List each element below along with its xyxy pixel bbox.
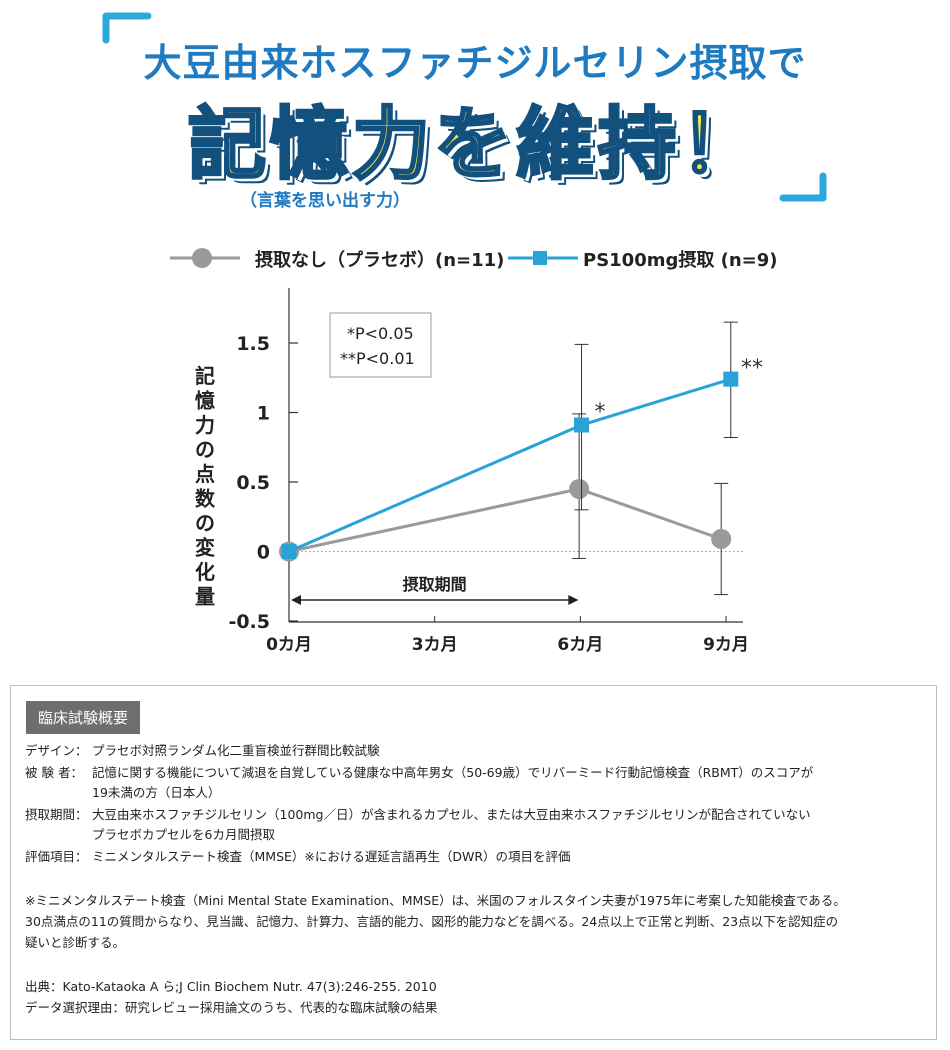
y-axis-label-char: 変 xyxy=(195,536,215,560)
y-axis-label-char: 記 xyxy=(195,364,215,388)
headline: 大豆由来ホスファチジルセリン摂取で xyxy=(143,41,807,85)
row-value: 記憶に関する機能について減退を自覚している健康な中高年男女（50-69歳）でリバ… xyxy=(92,765,814,780)
row-key: 被 験 者： xyxy=(25,765,83,780)
x-tick-label: 6カ月 xyxy=(557,635,603,655)
x-tick-label: 9カ月 xyxy=(703,635,749,655)
y-axis-label-char: 点 xyxy=(195,462,215,486)
mmse-note-line-1: ※ミニメンタルステート検査（Mini Mental State Examinat… xyxy=(25,893,846,908)
y-axis-label-char: 化 xyxy=(195,560,215,584)
top-left-bracket xyxy=(102,12,152,44)
data-point-placebo xyxy=(569,478,590,499)
x-tick-label: 3カ月 xyxy=(412,635,458,655)
subtitle: （言葉を思い出す力） xyxy=(240,191,410,211)
intake-period-arrow-left-head xyxy=(291,595,301,605)
data-point-placebo xyxy=(711,528,732,549)
y-axis-label-char: 力 xyxy=(195,413,215,437)
legend-label-placebo: 摂取なし（プラセボ）(n=11) xyxy=(255,250,505,271)
y-axis-label-char: の xyxy=(195,438,215,462)
y-tick-label: 0.5 xyxy=(236,472,270,494)
legend-label-ps: PS100mg摂取 (n=9) xyxy=(583,250,778,271)
data-point-ps xyxy=(281,544,297,559)
significance-box xyxy=(329,312,432,378)
row-value-cont: 19未満の方（日本人） xyxy=(92,785,221,800)
y-tick-label: -0.5 xyxy=(228,611,270,633)
row-value: プラセボ対照ランダム化二重盲検並行群間比較試験 xyxy=(92,743,380,758)
y-axis-label-char: 数 xyxy=(195,487,216,511)
significance-p01: **P<0.01 xyxy=(340,349,415,368)
legend-item-ps: PS100mg摂取 (n=9) xyxy=(508,244,778,276)
x-tick-label: 0カ月 xyxy=(266,635,312,655)
row-key: 摂取期間： xyxy=(25,807,88,822)
legend-item-placebo: 摂取なし（プラセボ）(n=11) xyxy=(170,244,504,276)
significance-star-9m: ** xyxy=(741,356,763,381)
row-value-cont: プラセボカプセルを6カ月間摂取 xyxy=(92,827,275,842)
legend-marker-ps xyxy=(508,251,578,265)
significance-star-6m: * xyxy=(595,400,606,425)
mmse-note-line-3: 疑いと診断する。 xyxy=(25,935,126,950)
y-axis-label-char: 量 xyxy=(195,585,215,609)
trial-summary-box: 臨床試験概要 デザイン： プラセボ対照ランダム化二重盲検並行群間比較試験 被 験… xyxy=(10,685,937,1040)
row-key: 評価項目： xyxy=(25,849,88,864)
y-axis-label-char: 憶 xyxy=(195,389,215,413)
significance-p05: *P<0.05 xyxy=(347,324,414,343)
series-line-0 xyxy=(288,487,722,553)
y-tick-label: 1 xyxy=(257,403,270,425)
data-selection-reason: データ選択理由：研究レビュー採用論文のうち、代表的な臨床試験の結果 xyxy=(25,1000,438,1015)
big-title: 記憶力を維持！ xyxy=(186,99,762,192)
series-line-1 xyxy=(288,377,732,553)
row-key: デザイン： xyxy=(25,743,88,758)
intake-period-arrow-right-head xyxy=(568,595,579,605)
intake-period-label: 摂取期間 xyxy=(403,575,467,594)
legend-marker-placebo xyxy=(170,248,240,268)
y-axis-label-char: の xyxy=(195,511,215,535)
mmse-note-line-2: 30点満点の11の質問からなり、見当識、記憶力、計算力、言語的能力、図形的能力な… xyxy=(25,914,839,929)
y-tick-label: 0 xyxy=(257,542,270,564)
row-value: ミニメンタルステート検査（MMSE）※における遅延言語再生（DWR）の項目を評価 xyxy=(92,849,571,864)
source-citation: 出典：Kato-Kataoka A ら;J Clin Biochem Nutr.… xyxy=(25,979,437,994)
bottom-right-bracket xyxy=(779,172,827,202)
y-tick-label: 1.5 xyxy=(236,333,270,355)
row-value: 大豆由来ホスファチジルセリン（100mg／日）が含まれるカプセル、または大豆由来… xyxy=(92,807,811,822)
data-point-ps xyxy=(574,417,590,433)
data-point-ps xyxy=(723,371,739,387)
summary-label: 臨床試験概要 xyxy=(26,701,141,734)
